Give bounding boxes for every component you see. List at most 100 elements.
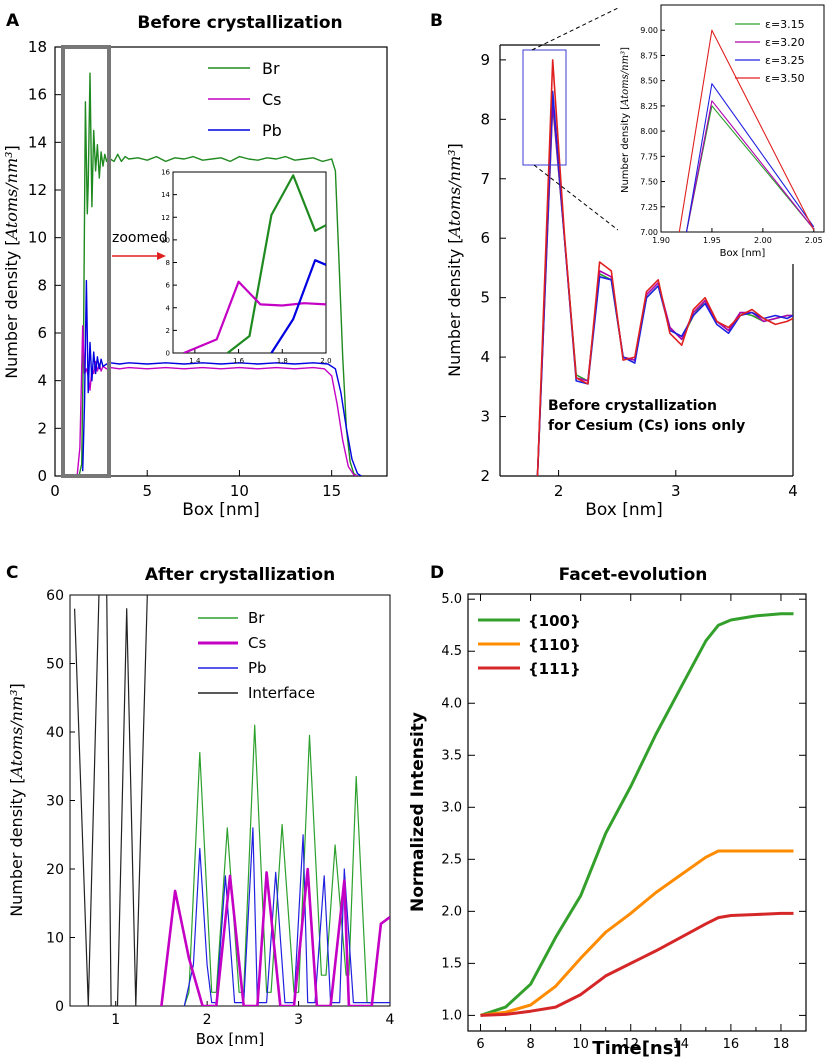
panel-b-legend-label: ε=3.50 [765, 72, 805, 85]
panel-b-zoom-box [522, 49, 567, 166]
panel-b-series-350-line [536, 59, 793, 476]
panel-b-ylabel-part: Number density [ [445, 237, 464, 376]
panel-label-a: A [6, 11, 20, 31]
panel-d-series-110-line [480, 849, 794, 1017]
panel-c-title: After crystallization [145, 565, 335, 585]
panel-b-inset-xtick-label: 2.00 [754, 236, 772, 245]
panel-b-xtick-label: 3 [671, 482, 681, 500]
panel-b-ytick-label: 9 [480, 51, 490, 69]
panel-d-legend-label: {111} [528, 660, 581, 678]
panel-a-inset-frame [172, 171, 327, 354]
panel-a-ytick-label: 0 [37, 467, 47, 485]
panel-a-ytick-label: 10 [28, 229, 47, 247]
panel-a-xtick-label: 15 [322, 482, 341, 500]
panel-c-legend-label: Br [248, 609, 265, 627]
panel-b-inset-ylabel-part: ] [620, 47, 631, 51]
panel-d-ytick-label: 3.0 [441, 800, 462, 815]
panel-d-frame [467, 593, 807, 1032]
panel-b-xlabel: Box [nm] [585, 500, 663, 520]
panel-b-inset-ytick-label: 7.50 [640, 178, 658, 187]
panel-b-inset-series-325-line [685, 83, 815, 232]
panel-a-series-Cs-line [76, 325, 358, 476]
panel-b-ytick-label: 6 [480, 229, 490, 247]
panel-d-ytick-label: 2.5 [441, 852, 462, 867]
panel-label-b: B [430, 11, 443, 31]
panel-c-legend-bg [196, 633, 371, 655]
panel-c-legend-label: Cs [248, 634, 266, 652]
panel-b-inset-ytick-label: 8.50 [640, 77, 658, 86]
panel-d-legend-label: {110} [528, 636, 581, 654]
panel-b-ytick-label: 4 [480, 348, 490, 366]
panel-a-inset-ytick-label: 0 [166, 350, 170, 358]
panel-a-ylabel: Number density [Atoms/nm³] [2, 145, 21, 379]
panel-d-xtick-label: 14 [673, 1037, 690, 1052]
panel-c-ytick-label: 0 [55, 999, 64, 1015]
panel-a-ytick-label: 16 [28, 86, 47, 104]
panel-c-ytick-label: 30 [46, 794, 64, 810]
panel-d-xtick-label: 12 [622, 1037, 639, 1052]
panel-b-inset-frame [660, 4, 825, 233]
panel-b-legend-label: ε=3.25 [765, 54, 805, 67]
panel-b-inset-xlabel: Box [nm] [720, 248, 766, 259]
panel-a-ytick-label: 2 [37, 419, 47, 437]
panel-b-inset-ytick-label: 7.25 [640, 203, 658, 212]
panel-b-ylabel-part: Atoms/nm³ [445, 149, 464, 239]
panel-b-inset-ylabel-part: Number density [ [620, 106, 631, 193]
panel-a-inset-xtick-label: 1.6 [233, 357, 245, 365]
panel-b-connector-top [531, 7, 619, 51]
panel-d-ytick-label: 4.5 [441, 644, 462, 659]
panel-b-ylabel-part: ] [445, 143, 464, 149]
panel-c-series-Br-line [183, 724, 390, 1006]
panel-a-legend-label: Cs [262, 90, 282, 109]
panel-c-legend-label: Pb [248, 659, 267, 677]
panel-a-xlabel: Box [nm] [182, 500, 260, 520]
panel-b-xtick-label: 2 [554, 482, 564, 500]
panel-b-inset-xtick-label: 1.95 [703, 236, 721, 245]
panel-a-ylabel-part: Number density [ [2, 239, 21, 378]
panel-c-xtick-label: 3 [294, 1012, 303, 1028]
panel-b-note-line1: Before crystallization [548, 398, 717, 414]
panel-d-ytick-label: 1.5 [441, 956, 462, 971]
panel-d-xtick-label: 8 [526, 1037, 534, 1052]
panel-c-ylabel-part: Atoms/nm³ [7, 689, 26, 779]
panel-d-xtick-label: 16 [723, 1037, 740, 1052]
panel-b-legend-label: ε=3.20 [765, 36, 805, 49]
panel-d-ytick-label: 1.0 [441, 1008, 462, 1023]
panel-d-series-100-line [480, 612, 794, 1017]
panel-b-connector-bottom [533, 164, 619, 231]
panel-c-xtick-label: 4 [386, 1012, 395, 1028]
panel-a-inset-ytick-label: 14 [161, 191, 170, 199]
panel-a-legend-label: Br [262, 59, 280, 78]
panel-a-title: Before crystallization [137, 13, 342, 33]
panel-b-inset-ytick-label: 8.00 [640, 127, 658, 136]
panel-a-zoomed-arrow-head [157, 252, 166, 260]
panel-d-xtick-label: 10 [572, 1037, 589, 1052]
panel-b-inset-series-320-line [685, 100, 815, 232]
panel-a-xtick-label: 0 [50, 482, 60, 500]
panel-c-ylabel-part: ] [7, 683, 26, 689]
panel-b-ytick-label: 2 [480, 467, 490, 485]
panel-a-ylabel-part: Atoms/nm³ [2, 151, 21, 241]
panel-c-legend-label: Interface [248, 684, 315, 702]
panel-b-inset-xtick-label: 1.90 [652, 236, 670, 245]
panel-b-inset-ytick-label: 8.25 [640, 102, 658, 111]
panel-a-inset-ytick-label: 4 [166, 304, 171, 312]
panel-a-inset-ytick-label: 16 [161, 169, 170, 177]
panel-d-xtick-label: 18 [773, 1037, 790, 1052]
panel-b-ytick-label: 8 [480, 110, 490, 128]
panel-c-xlabel: Box [nm] [196, 1030, 264, 1048]
panel-b-inset-xtick-label: 2.05 [805, 236, 823, 245]
panel-a-series-Pb-line [82, 279, 362, 476]
panel-a-inset-series-Br-line [226, 174, 326, 353]
panel-c-xtick-label: 1 [111, 1012, 120, 1028]
panel-c-legend-bg [196, 658, 371, 680]
panel-a-ytick-label: 12 [28, 181, 47, 199]
panel-label-c: C [6, 563, 18, 583]
panel-b-ylabel: Number density [Atoms/nm³] [445, 143, 464, 377]
panel-a-frame [54, 46, 388, 477]
panel-a-inset-ytick-label: 12 [161, 214, 170, 222]
panel-a-ytick-label: 8 [37, 276, 47, 294]
panel-d-xlabel: Time[ns] [592, 1038, 681, 1059]
panel-a-inset-ytick-label: 8 [166, 259, 170, 267]
